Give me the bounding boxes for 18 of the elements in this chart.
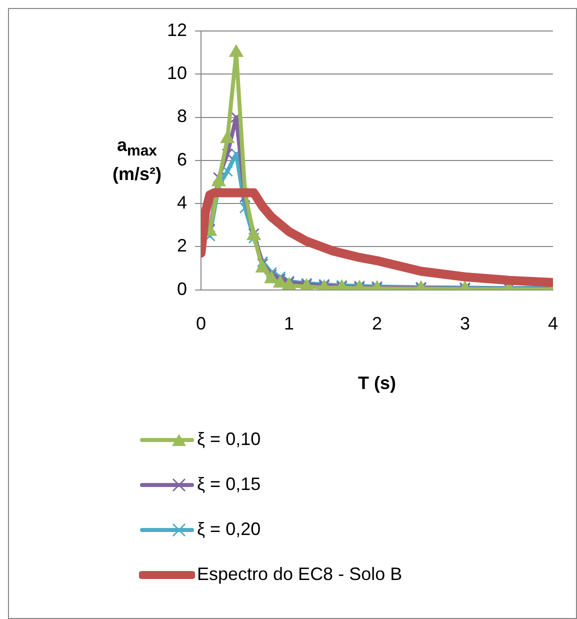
y-tick-label: 4 xyxy=(177,192,188,212)
y-tick-label: 10 xyxy=(166,63,188,84)
x-tick-label: 3 xyxy=(460,314,470,334)
legend-label: ξ = 0,10 xyxy=(197,429,261,450)
y-tick-label: 6 xyxy=(177,149,188,170)
y-tick-label: 12 xyxy=(166,20,188,40)
legend-label: ξ = 0,20 xyxy=(197,519,261,540)
x-tick-label: 2 xyxy=(372,314,382,334)
y-tick-label: 2 xyxy=(177,236,188,256)
legend-label: ξ = 0,15 xyxy=(197,474,261,495)
x-tick-label: 1 xyxy=(284,314,294,334)
x-axis-title: T (s) xyxy=(358,373,396,394)
legend-label: Espectro do EC8 - Solo B xyxy=(197,564,402,585)
y-axis-title: a$_{max}$ (m/s²) xyxy=(112,134,162,185)
y-tick-label: 8 xyxy=(177,106,188,126)
y-tick-label: 0 xyxy=(177,278,188,299)
x-tick-label: 0 xyxy=(196,314,206,334)
x-tick-label: 4 xyxy=(548,314,558,334)
